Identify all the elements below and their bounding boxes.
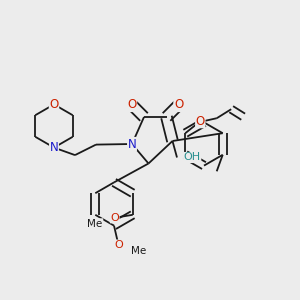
Text: O: O xyxy=(114,240,123,250)
Text: O: O xyxy=(174,98,183,112)
Text: O: O xyxy=(196,115,205,128)
Text: O: O xyxy=(128,98,136,112)
Text: O: O xyxy=(50,98,58,111)
Text: Me: Me xyxy=(88,219,103,229)
Text: O: O xyxy=(110,213,119,223)
Text: OH: OH xyxy=(184,152,201,163)
Text: N: N xyxy=(50,141,58,154)
Text: N: N xyxy=(128,137,136,151)
Text: Me: Me xyxy=(130,246,146,256)
